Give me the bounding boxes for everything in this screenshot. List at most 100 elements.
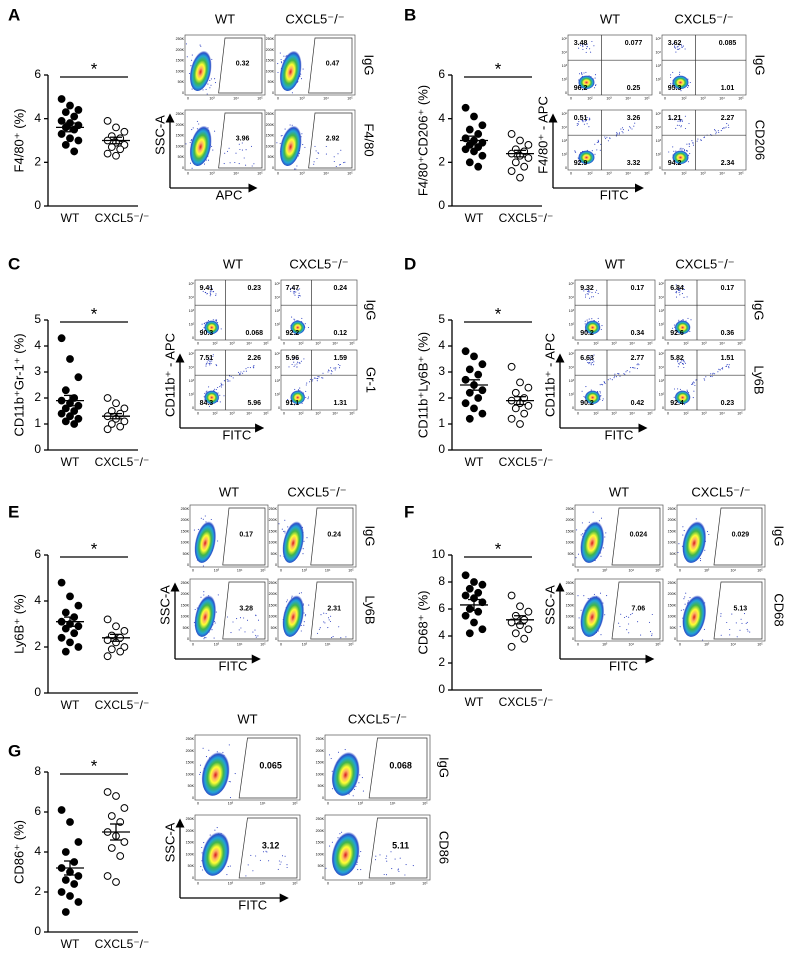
event-dot	[339, 164, 341, 166]
data-dot	[112, 792, 120, 800]
event-dot	[241, 142, 243, 144]
event-dot	[697, 138, 699, 140]
flow-y-tick-label: 10⁴	[274, 295, 280, 299]
flow-y-label: SSC-A	[152, 115, 167, 155]
event-dot	[338, 626, 340, 628]
event-dot	[294, 291, 296, 293]
event-dot	[210, 84, 212, 86]
gate	[713, 507, 763, 566]
event-dot	[621, 130, 623, 133]
flow-y-tick-label: 50K	[178, 80, 185, 84]
event-dot	[593, 361, 595, 363]
event-dot	[360, 869, 362, 871]
event-dot	[678, 292, 680, 294]
flow-y-tick-label: 10²	[656, 152, 662, 156]
event-dot	[242, 372, 244, 374]
event-dot	[728, 367, 730, 369]
flow-y-tick-label: 150K	[668, 529, 677, 533]
event-dot	[229, 781, 231, 783]
event-dot	[679, 388, 681, 390]
event-dot	[729, 634, 731, 636]
event-dot	[679, 119, 681, 121]
flow-y-tick-label: 0	[565, 91, 567, 95]
event-dot	[628, 623, 630, 625]
flow-y-tick-label: 200K	[186, 829, 195, 833]
event-dot	[317, 376, 319, 378]
flow-x-tick-label: 10³	[606, 96, 612, 100]
density-cloud	[584, 319, 601, 334]
y-axis-label: CD11b⁺Gr-1⁺ (%)	[11, 333, 26, 436]
density-cloud	[331, 749, 361, 796]
event-dot	[252, 631, 254, 633]
data-dot	[66, 638, 74, 647]
event-dot	[265, 850, 267, 852]
event-dot	[591, 355, 593, 357]
flow-y-tick-label: 200K	[316, 829, 325, 833]
significance-mark: *	[91, 756, 98, 775]
event-dot	[624, 373, 626, 375]
density-cloud	[584, 389, 601, 404]
event-dot	[594, 153, 596, 155]
event-dot	[735, 622, 737, 624]
event-dot	[236, 618, 238, 620]
data-dot	[465, 158, 474, 167]
flow-y-tick-label: 0	[572, 563, 574, 567]
event-dot	[208, 357, 210, 359]
flow-x-tick-label: 10³	[299, 171, 305, 175]
flow-y-tick-label: 100K	[269, 615, 278, 619]
density-cloud	[204, 319, 220, 334]
flow-y-tick-label: 10²	[189, 392, 195, 396]
event-dot	[677, 366, 679, 368]
event-dot	[585, 42, 588, 44]
event-dot	[675, 296, 678, 298]
event-dot	[715, 133, 717, 135]
event-dot	[583, 290, 585, 292]
gate-percent: 3.12	[262, 841, 280, 851]
event-dot	[266, 851, 268, 853]
flow-y-tick-label: 150K	[668, 603, 677, 607]
data-dot	[520, 634, 529, 643]
flow-x-tick-label: 10³	[302, 642, 308, 646]
x-tick-label: CXCL5⁻/⁻	[95, 455, 150, 469]
flow-x-label: FITC	[218, 658, 247, 673]
quadrant-percent: 2.77	[631, 355, 645, 362]
event-dot	[703, 137, 705, 139]
event-dot	[678, 124, 680, 126]
flow-y-tick-label: 10²	[569, 392, 575, 396]
event-dot	[297, 296, 299, 298]
event-dot	[293, 168, 296, 170]
event-dot	[591, 292, 593, 294]
event-dot	[677, 359, 679, 361]
flow-x-tick-label: 0	[283, 411, 285, 415]
event-dot	[289, 288, 292, 290]
event-dot	[199, 773, 201, 775]
x-tick-label: WT	[61, 211, 80, 225]
data-dot	[70, 880, 79, 888]
event-dot	[679, 148, 681, 150]
quadrant-percent: 92.6	[670, 330, 684, 337]
event-dot	[191, 54, 193, 56]
event-dot	[220, 382, 222, 384]
data-dot	[474, 588, 483, 597]
panel-letter: A	[8, 5, 20, 24]
flow-y-tick-label: 0	[674, 563, 676, 567]
event-dot	[686, 389, 688, 391]
event-dot	[284, 128, 286, 130]
x-tick-label: WT	[61, 937, 80, 951]
event-dot	[686, 296, 688, 298]
event-dot	[714, 373, 716, 375]
flow-x-tick-label: 0	[187, 171, 189, 175]
event-dot	[629, 371, 631, 373]
event-dot	[623, 616, 626, 619]
event-dot	[673, 42, 675, 45]
flow-y-tick-label: 0	[187, 637, 189, 641]
flow-y-tick-label: 200K	[176, 123, 185, 127]
event-dot	[589, 117, 591, 119]
event-dot	[299, 387, 301, 389]
gate	[368, 737, 428, 799]
event-dot	[688, 145, 690, 147]
event-dot	[391, 868, 393, 870]
density-cloud	[578, 74, 595, 90]
event-dot	[394, 858, 396, 860]
